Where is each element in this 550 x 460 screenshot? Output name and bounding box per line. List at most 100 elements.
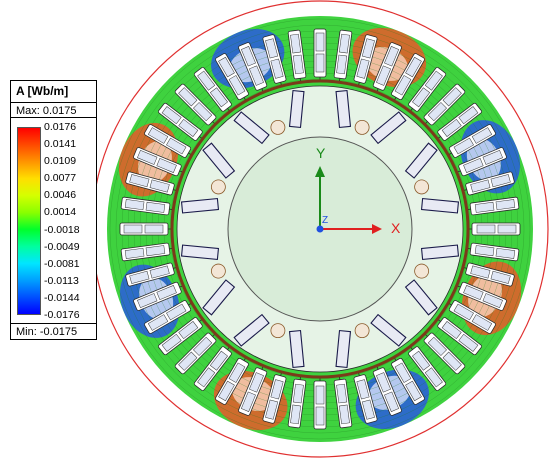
stator-slot xyxy=(193,67,232,112)
rotor-hole xyxy=(270,323,286,339)
stator-slot xyxy=(158,317,203,356)
rotor-magnet-pair xyxy=(180,244,236,316)
legend-tick-label: 0.0176 xyxy=(44,121,77,133)
stator-slot xyxy=(238,42,268,93)
rotor-magnet xyxy=(335,89,352,129)
rotor-hole xyxy=(354,323,370,339)
stator-slot xyxy=(287,29,307,83)
legend-tick-label: -0.0018 xyxy=(44,223,80,236)
legend-tick-label: 0.0014 xyxy=(44,206,77,219)
rotor-magnet xyxy=(202,279,236,316)
stator-slot xyxy=(423,83,466,126)
stator-slot xyxy=(437,102,482,141)
stator-slot xyxy=(468,222,521,236)
rotor-magnet-pair xyxy=(404,244,460,316)
legend-tick-label: -0.0144 xyxy=(44,291,80,304)
rotor-magnet xyxy=(370,111,407,145)
rotor-magnet xyxy=(420,244,460,261)
color-legend: A [Wb/m] Max: 0.0175 0.0176 0.0141 0.0109 0… xyxy=(10,80,97,340)
stator-slot xyxy=(262,34,287,87)
stator-slot xyxy=(391,53,425,102)
rotor-hole xyxy=(210,263,226,279)
rotor-magnet-pair xyxy=(404,142,460,214)
stator-slot xyxy=(353,34,378,87)
z-axis-label: Z xyxy=(322,215,328,226)
stator-slot xyxy=(144,300,193,334)
stator-slot xyxy=(215,53,249,102)
stator-slot xyxy=(287,375,307,429)
y-axis-label: Y xyxy=(316,145,326,161)
stator-slot xyxy=(313,28,327,81)
stator-slot xyxy=(333,29,353,83)
rotor-magnet-pair xyxy=(335,89,407,145)
rotor-magnet xyxy=(370,313,407,347)
stator-slots xyxy=(119,28,521,430)
stator-slot xyxy=(119,222,172,236)
rotor-magnet xyxy=(335,329,352,369)
rotor-magnet xyxy=(180,244,220,261)
legend-tick-label: 0.0109 xyxy=(44,155,77,168)
rotor-magnet xyxy=(404,279,438,316)
origin-marker xyxy=(316,225,324,233)
legend-title: A [Wb/m] xyxy=(16,84,69,98)
stator-slot xyxy=(120,196,174,216)
stator-slot xyxy=(437,317,482,356)
stator-slot xyxy=(466,196,520,216)
legend-ticks: 0.0176 0.0141 0.0109 0.0077 0.0046 0.0014 -0.0… xyxy=(44,121,96,321)
stator-slot xyxy=(174,83,217,126)
stator-slot xyxy=(333,375,353,429)
stator-slot xyxy=(353,371,378,424)
stator-slot xyxy=(262,371,287,424)
rotor xyxy=(180,89,460,369)
stator-slot xyxy=(456,147,507,177)
rotor-magnet xyxy=(202,142,236,179)
legend-tick-label: -0.0113 xyxy=(44,274,79,287)
rotor-magnet xyxy=(180,197,220,214)
stator-slot xyxy=(423,332,466,375)
legend-color-bar xyxy=(17,127,41,315)
rotor-hole xyxy=(354,119,370,135)
legend-tick-label: -0.0049 xyxy=(44,240,80,253)
stator-slot xyxy=(174,332,217,375)
air-gap xyxy=(170,79,470,379)
stator-slot xyxy=(408,67,447,112)
x-axis-label: X xyxy=(391,220,401,236)
rotor-hole xyxy=(270,119,286,135)
legend-tick-label: 0.0141 xyxy=(44,138,77,151)
rotor-magnet-pair xyxy=(180,142,236,214)
legend-tick-label: 0.0077 xyxy=(44,172,77,185)
stator-slot xyxy=(391,356,425,405)
stator-slot xyxy=(372,365,402,416)
rotor-hole xyxy=(210,179,226,195)
rotor-hole xyxy=(414,263,430,279)
legend-tick-label: -0.0081 xyxy=(44,257,80,270)
stator-slot xyxy=(456,281,507,311)
stator-slot xyxy=(466,242,520,262)
legend-max: Max: 0.0175 xyxy=(11,102,96,118)
rotor-magnet xyxy=(233,111,270,145)
rotor-magnet xyxy=(404,142,438,179)
legend-min: Min: -0.0175 xyxy=(11,323,96,339)
stator-slot xyxy=(193,346,232,391)
stator-slot xyxy=(447,124,496,158)
stator-slot xyxy=(158,102,203,141)
rotor-magnet-pair xyxy=(233,89,305,145)
stator-slot xyxy=(372,42,402,93)
stator-slot xyxy=(462,171,515,196)
stator-slot xyxy=(447,300,496,334)
stator-slot xyxy=(215,356,249,405)
legend-tick-label: -0.0176 xyxy=(44,309,80,321)
stator-slot xyxy=(462,262,515,287)
stator-slot xyxy=(120,242,174,262)
rotor-magnet-pair xyxy=(335,313,407,369)
stator-slot xyxy=(144,124,193,158)
coordinate-triad: X Y Z xyxy=(315,145,401,236)
legend-tick-label: 0.0046 xyxy=(44,189,77,202)
rotor-magnet-pair xyxy=(233,313,305,369)
rotor-magnet xyxy=(288,329,305,369)
stator-slot xyxy=(408,346,447,391)
rotor-magnet xyxy=(420,197,460,214)
rotor-magnet xyxy=(233,313,270,347)
rotor-magnet xyxy=(288,89,305,129)
rotor-hole xyxy=(414,179,430,195)
